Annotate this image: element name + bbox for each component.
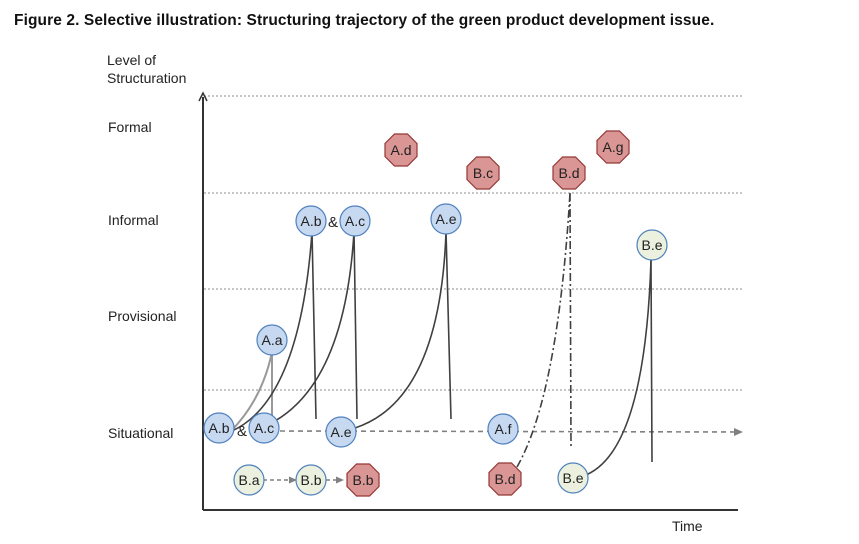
ampersand-situational: & <box>237 423 247 440</box>
svg-text:B.a: B.a <box>238 472 259 488</box>
svg-text:B.e: B.e <box>562 470 583 486</box>
level-situational: Situational <box>108 425 174 441</box>
vline-be <box>650 259 653 463</box>
svg-text:A.b: A.b <box>208 420 229 436</box>
ampersand-informal: & <box>328 214 338 231</box>
node-a-e-informal: A.e <box>430 203 462 235</box>
node-b-b-green: B.b <box>295 464 327 496</box>
node-a-c-informal: A.c <box>339 205 371 237</box>
curve-ab-to-abhigh <box>231 231 313 432</box>
y-axis-label-line2: Structuration <box>107 70 187 86</box>
node-a-c-situational: A.c <box>248 412 280 444</box>
y-axis-label: Level of Structuration <box>107 51 186 87</box>
svg-text:A.c: A.c <box>345 213 365 229</box>
node-a-a-provisional: A.a <box>256 324 288 356</box>
svg-text:A.f: A.f <box>494 421 511 437</box>
arrowhead-bb-bb <box>336 476 344 484</box>
svg-text:B.d: B.d <box>494 471 515 487</box>
svg-text:B.d: B.d <box>558 165 579 181</box>
y-axis-label-line1: Level of <box>107 52 157 68</box>
node-b-d-situational: B.d <box>488 462 522 496</box>
curve-bd-dashdot <box>516 192 571 468</box>
svg-text:A.d: A.d <box>390 142 411 158</box>
y-axis-arrow <box>198 91 208 102</box>
node-a-g-formal: A.g <box>596 130 630 164</box>
svg-text:A.g: A.g <box>602 139 623 155</box>
vline-ab <box>311 230 317 420</box>
level-provisional: Provisional <box>108 308 177 324</box>
node-b-e-situational: B.e <box>557 462 589 494</box>
node-a-f-situational: A.f <box>487 413 519 445</box>
level-formal: Formal <box>108 119 152 135</box>
node-b-d-formal: B.d <box>552 156 586 190</box>
node-a-b-informal: A.b <box>295 205 327 237</box>
figure-title: Figure 2. Selective illustration: Struct… <box>14 12 715 29</box>
svg-text:B.c: B.c <box>473 165 493 181</box>
x-axis-label: Time <box>672 518 703 534</box>
svg-text:B.e: B.e <box>641 237 662 253</box>
svg-text:A.c: A.c <box>254 420 274 436</box>
vline-bd-dashdot <box>569 192 572 447</box>
node-b-a: B.a <box>233 464 265 496</box>
curve-ae-to-aehigh <box>354 231 447 429</box>
node-b-e-informal: B.e <box>636 229 668 261</box>
node-b-b-red: B.b <box>346 463 380 497</box>
node-a-d-formal: A.d <box>384 133 418 167</box>
node-a-b-situational: A.b <box>203 412 235 444</box>
level-informal: Informal <box>108 212 159 228</box>
vline-ae <box>445 230 452 420</box>
svg-text:B.b: B.b <box>352 472 373 488</box>
svg-text:A.e: A.e <box>435 211 456 227</box>
curve-ac-to-achigh <box>274 231 355 422</box>
svg-text:A.a: A.a <box>261 332 282 348</box>
svg-text:B.b: B.b <box>300 472 321 488</box>
node-a-e-situational: A.e <box>325 416 357 448</box>
svg-text:A.e: A.e <box>330 424 351 440</box>
link-ab-aa <box>229 351 273 433</box>
svg-text:A.b: A.b <box>300 213 321 229</box>
trajectory-arrowhead <box>734 428 743 436</box>
curve-be <box>585 259 652 476</box>
node-b-c-formal: B.c <box>466 156 500 190</box>
vline-ac <box>353 230 358 420</box>
arrowhead-ba-bb <box>289 476 297 484</box>
